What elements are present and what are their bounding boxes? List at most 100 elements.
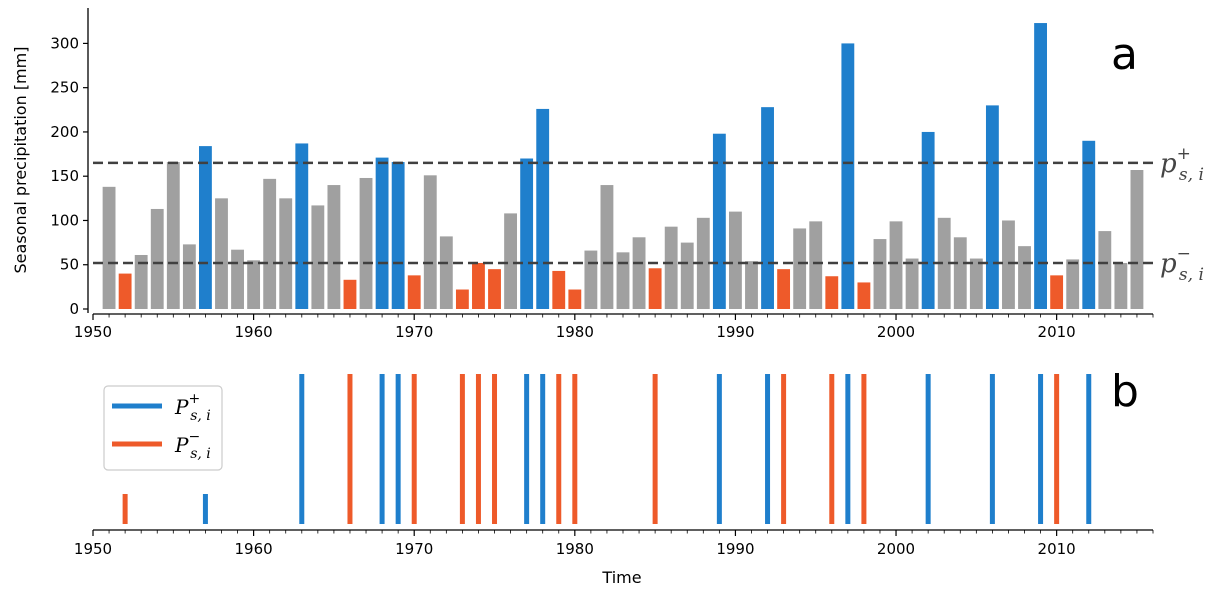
bar-1962 xyxy=(279,198,293,309)
bar-1982 xyxy=(600,185,614,309)
bar-1963 xyxy=(295,143,309,309)
bar-2012 xyxy=(1082,140,1096,309)
b-x-tick-label-2000: 2000 xyxy=(877,540,915,558)
bar-1999 xyxy=(873,239,887,309)
panel-a-axes: 0 50 100 150 200 250 300 1950 1960 1970 1980 1990 20… xyxy=(50,8,1154,341)
threshold-label-upper: p+ s, i xyxy=(1160,144,1204,185)
bar-2007 xyxy=(1002,220,1015,309)
bar-2001 xyxy=(905,258,919,309)
bar-1977 xyxy=(520,158,534,309)
threshold-label-lower: p− s, i xyxy=(1160,244,1204,285)
bar-1991 xyxy=(745,261,758,309)
y-tick-label-150: 150 xyxy=(50,167,79,185)
panel-letter-b: b xyxy=(1111,366,1139,417)
a-x-tick-label-1990: 1990 xyxy=(716,323,754,341)
b-x-tick-label-1980: 1980 xyxy=(556,540,594,558)
bar-1958 xyxy=(215,198,228,309)
bar-2008 xyxy=(1018,246,1031,309)
a-x-tick-label-1970: 1970 xyxy=(395,323,433,341)
bar-2004 xyxy=(953,237,967,309)
bar-2003 xyxy=(937,217,951,309)
bar-1990 xyxy=(729,211,742,309)
bar-1975 xyxy=(488,269,501,309)
bar-2006 xyxy=(985,105,999,309)
bar-1986 xyxy=(664,226,678,309)
bar-1951 xyxy=(102,186,116,309)
bar-1993 xyxy=(777,269,791,309)
bar-1952 xyxy=(118,273,132,309)
bar-1961 xyxy=(263,178,277,309)
bar-1959 xyxy=(231,249,244,309)
bar-1966 xyxy=(343,279,357,309)
bar-2015 xyxy=(1130,170,1144,309)
bar-1987 xyxy=(680,242,694,309)
legend: P+ s, i P− s, i xyxy=(103,385,223,471)
bar-1979 xyxy=(552,270,566,309)
bar-1983 xyxy=(616,252,630,309)
bar-1989 xyxy=(712,133,726,309)
a-x-tick-label-1980: 1980 xyxy=(556,323,594,341)
bar-1995 xyxy=(809,221,823,309)
bar-1992 xyxy=(761,107,774,309)
a-x-tick-label-2000: 2000 xyxy=(877,323,915,341)
bar-1955 xyxy=(166,162,180,309)
bar-1988 xyxy=(696,217,710,309)
bar-1998 xyxy=(857,282,871,309)
bar-1980 xyxy=(568,289,582,309)
bar-2000 xyxy=(889,221,903,309)
bar-2013 xyxy=(1098,231,1112,309)
bar-1968 xyxy=(375,157,389,309)
bar-1964 xyxy=(311,205,325,309)
a-x-tick-label-2010: 2010 xyxy=(1038,323,1076,341)
bar-1981 xyxy=(584,250,598,309)
bar-1974 xyxy=(472,262,485,309)
bar-1954 xyxy=(150,208,164,309)
bar-1997 xyxy=(841,43,855,309)
bar-1965 xyxy=(327,185,341,309)
b-x-tick-label-1960: 1960 xyxy=(235,540,273,558)
panel-a-bar-chart: p+ s, i p− s, i 0 50 100 150 200 250 300 1950 1960 1… xyxy=(11,8,1204,341)
bar-2011 xyxy=(1066,259,1080,309)
a-x-tick-label-1960: 1960 xyxy=(235,323,273,341)
b-x-tick-label-2010: 2010 xyxy=(1038,540,1076,558)
bar-1972 xyxy=(439,236,453,309)
panel-b-axes: 1950 1960 1970 1980 1990 2000 2010 xyxy=(74,529,1154,558)
bar-1970 xyxy=(407,275,421,309)
bar-1969 xyxy=(391,162,405,309)
legend-label-low: P− s, i xyxy=(174,429,211,462)
y-tick-label-200: 200 xyxy=(50,123,79,141)
bar-2002 xyxy=(921,131,935,309)
panel-letter-a: a xyxy=(1111,29,1138,80)
y-tick-label-300: 300 xyxy=(50,34,79,52)
bar-1957 xyxy=(199,146,212,309)
panel-b-event-chart: 1950 1960 1970 1980 1990 2000 2010 Time b P+ s,… xyxy=(74,366,1154,587)
threshold-lines: p+ s, i p− s, i xyxy=(93,144,1204,285)
bar-1953 xyxy=(134,254,148,309)
bar-1967 xyxy=(359,177,373,309)
b-x-tick-label-1970: 1970 xyxy=(395,540,433,558)
a-x-tick-label-1950: 1950 xyxy=(74,323,112,341)
y-axis-label: Seasonal precipitation [mm] xyxy=(11,47,30,274)
bar-2009 xyxy=(1034,23,1047,310)
bar-1978 xyxy=(536,108,550,310)
x-axis-label: Time xyxy=(601,568,641,587)
bar-1971 xyxy=(423,175,437,309)
y-tick-label-50: 50 xyxy=(60,256,79,274)
bar-2014 xyxy=(1114,262,1128,309)
legend-label-high: P+ s, i xyxy=(174,391,211,424)
bar-1985 xyxy=(648,268,662,309)
bar-2010 xyxy=(1050,275,1064,309)
y-tick-label-100: 100 xyxy=(50,211,79,229)
y-tick-label-0: 0 xyxy=(69,300,79,318)
bar-1996 xyxy=(825,276,839,309)
bar-2005 xyxy=(969,258,983,309)
b-x-tick-label-1990: 1990 xyxy=(716,540,754,558)
y-tick-label-250: 250 xyxy=(50,79,79,97)
bar-1994 xyxy=(793,228,807,309)
bar-1956 xyxy=(182,244,196,309)
bar-1960 xyxy=(247,260,261,309)
event-lines-group xyxy=(122,374,1092,524)
b-x-tick-label-1950: 1950 xyxy=(74,540,112,558)
bars-group xyxy=(102,23,1144,310)
